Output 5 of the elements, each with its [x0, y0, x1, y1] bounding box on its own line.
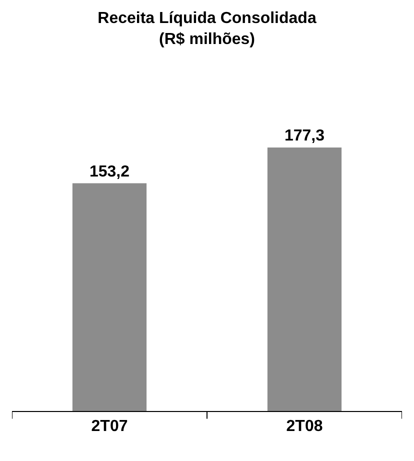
- data-label: 177,3: [284, 127, 325, 144]
- chart-title: Receita Líquida Consolidada (R$ milhões): [98, 10, 316, 48]
- x-tick-label: 2T08: [286, 418, 323, 436]
- x-tick-label: 2T07: [91, 418, 128, 436]
- data-label: 153,2: [89, 163, 130, 180]
